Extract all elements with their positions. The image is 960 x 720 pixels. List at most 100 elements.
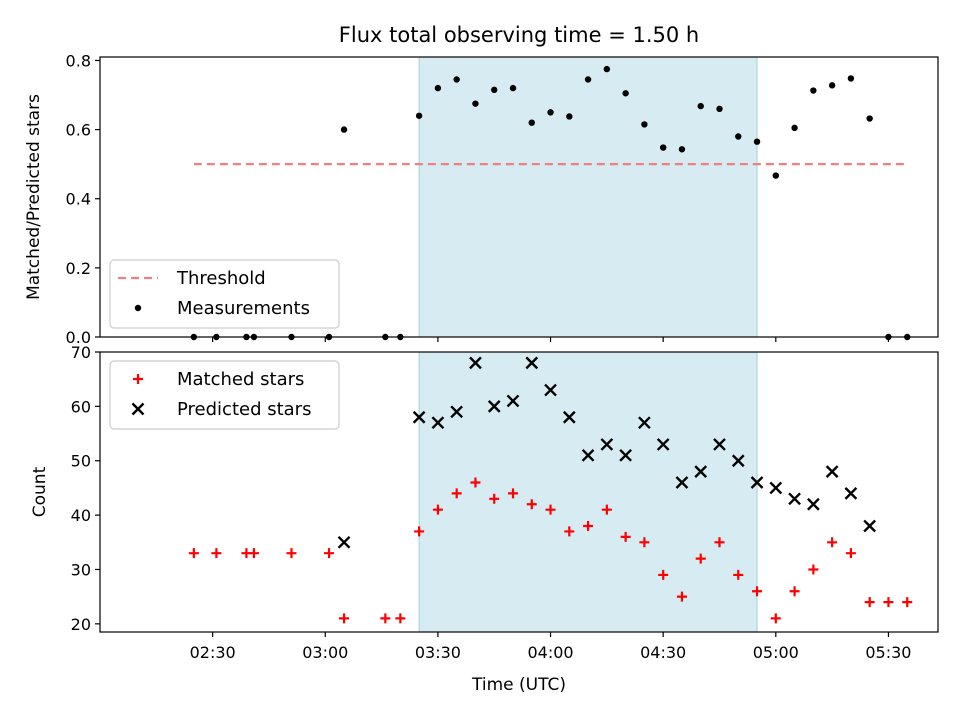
y-tick-label: 0.2 [66,259,91,278]
y-tick-label: 0.8 [66,51,91,70]
highlight-span [418,351,758,633]
matched-stars-point-11 [451,488,462,499]
series-counts-0 [188,477,913,624]
predicted-stars-point-9 [562,410,576,424]
measurements-point-28 [772,172,780,179]
x-tick-label: 05:00 [753,643,799,662]
measurements-point-26 [735,133,742,140]
x-tick-label: 03:00 [302,643,348,662]
legend-label: Measurements [177,298,310,319]
matched-stars-point-12 [470,477,481,488]
predicted-stars-point-8 [544,383,557,397]
y-tick-label: 0.6 [66,121,91,140]
measurements-point-13 [491,86,498,94]
predicted-stars-point-4 [469,356,482,370]
predicted-stars-point-5 [487,400,501,413]
measurements-point-33 [866,115,873,122]
predicted-stars-point-1 [412,410,426,424]
measurements-point-10 [434,84,442,92]
predicted-stars-point-23 [825,465,839,478]
count-panel: 20 30 40 50 60 70 02:30 03:00 03:30 04:00 04:30 05:… [30,343,939,662]
measurements-point-6 [340,126,348,133]
matched-stars-point-25 [714,537,725,548]
legend-swatch-point-1 [134,304,142,312]
matched-stars-point-21 [639,537,650,548]
matched-stars-point-26 [733,569,744,580]
predicted-stars-point-15 [675,476,689,489]
y-tick-label: 40 [71,506,91,525]
legend-swatch-point-0 [133,374,143,384]
y-tick-label: 20 [71,615,91,634]
matched-stars-point-28 [770,613,781,624]
matched-stars-point-24 [695,553,706,564]
legend-label: Threshold [176,268,266,289]
measurements-point-32 [847,75,855,82]
matched-stars-point-5 [324,548,335,559]
measurements-point-16 [547,109,554,116]
matched-stars-point-0 [188,548,199,559]
y-tick-label: 70 [71,343,91,362]
matched-stars-point-17 [564,526,575,537]
measurements-point-22 [659,144,667,151]
measurements-point-24 [697,102,704,110]
predicted-stars-point-12 [619,448,632,462]
measurements-point-21 [641,121,648,128]
x-tick-label: 02:30 [190,643,236,662]
legend-swatch-point-1 [131,402,145,416]
matched-stars-point-4 [286,548,297,559]
matched-stars-point-27 [752,586,763,597]
plot-frame [99,351,939,633]
y-axis-title: Matched/Predicted stars [24,94,44,300]
predicted-stars-point-24 [844,487,858,500]
matched-stars-point-32 [845,548,856,559]
matched-stars-point-31 [827,537,838,548]
predicted-stars-point-22 [807,497,820,511]
matched-stars-point-34 [883,597,894,608]
plot-frame [99,56,939,338]
chart-title: Flux total observing time = 1.50 h [339,23,699,47]
measurements-point-14 [509,84,517,92]
legend-label: Predicted stars [177,399,311,420]
predicted-stars-point-14 [656,438,670,451]
legend: Matched stars Predicted stars [109,360,340,430]
measurements-point-18 [584,76,592,83]
matched-stars-point-22 [658,569,669,580]
predicted-stars-point-13 [638,416,651,430]
matched-stars-point-23 [676,591,687,602]
predicted-stars-point-11 [600,438,614,451]
y-axis-title: Count [30,466,50,517]
matched-stars-point-1 [211,548,222,559]
measurements-point-30 [810,87,817,94]
measurements-point-31 [828,82,836,89]
matched-stars-point-13 [489,493,500,504]
measurements-point-17 [566,113,573,120]
highlight-span [418,56,758,338]
matched-stars-point-14 [507,488,518,499]
ratio-panel: 0.0 0.2 0.4 0.6 0.8 Matched/Predicted stars Th… [24,51,939,347]
measurements-point-11 [453,76,460,83]
matched-stars-point-3 [248,548,259,559]
x-tick-label: 04:00 [527,643,573,662]
predicted-stars-point-0 [337,535,351,549]
y-tick-label: 0.4 [66,190,91,209]
y-tick-label: 50 [71,452,91,471]
legend: Threshold Measurements [109,259,340,329]
measurements-point-29 [791,124,798,132]
predicted-stars-point-19 [750,476,764,489]
y-tick-label: 60 [71,397,91,416]
y-tick-label: 0.0 [66,328,91,347]
matched-stars-point-29 [789,586,800,597]
matched-stars-point-16 [545,504,556,515]
predicted-stars-point-3 [450,405,464,419]
matched-stars-point-35 [902,597,913,608]
matched-stars-point-15 [526,499,537,510]
matched-stars-point-8 [395,613,406,624]
legend-frame [109,360,340,430]
predicted-stars-point-18 [731,454,745,468]
y-tick-label: 30 [71,560,91,579]
predicted-stars-point-10 [581,448,595,462]
measurements-point-9 [415,112,423,119]
matched-stars-point-6 [339,613,350,624]
matched-stars-point-20 [620,531,631,542]
matched-stars-point-9 [414,526,425,537]
